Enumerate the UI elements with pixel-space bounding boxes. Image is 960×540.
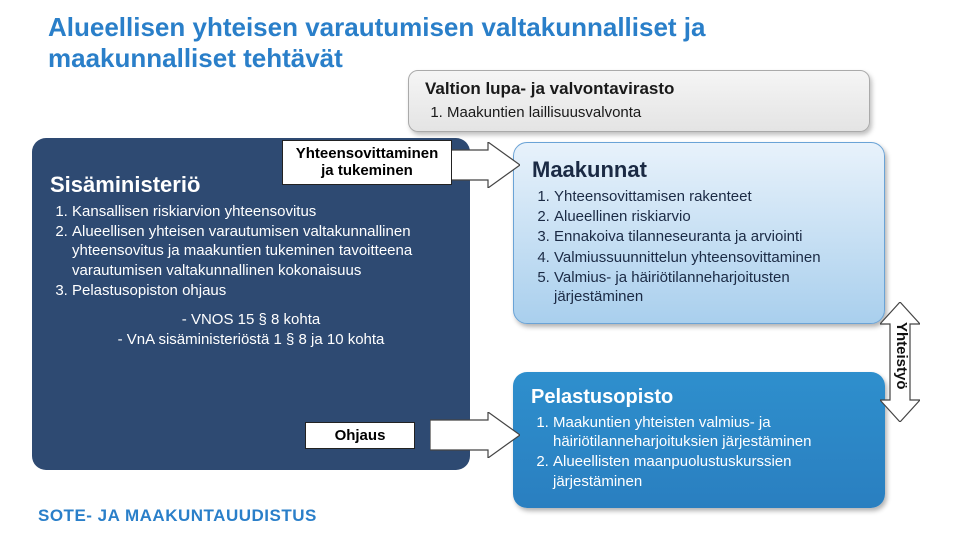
ministry-item: Alueellisen yhteisen varautumisen valtak…	[72, 222, 452, 280]
maakunnat-item: Yhteensovittamisen rakenteet	[554, 187, 866, 206]
arrow-coordination-label-text: Yhteensovittaminen ja tukeminen	[296, 145, 439, 179]
arrow-coordination-label: Yhteensovittaminen ja tukeminen	[282, 140, 452, 185]
ministry-note: - VnA sisäministeriöstä 1 § 8 ja 10 koht…	[50, 330, 452, 350]
maakunnat-box: Maakunnat Yhteensovittamisen rakenteet A…	[513, 142, 885, 324]
footer-brand: SOTE- JA MAAKUNTAUUDISTUS	[38, 506, 317, 526]
valvontavirasto-heading: Valtion lupa- ja valvontavirasto	[425, 79, 853, 99]
ministry-item: Kansallisen riskiarvion yhteensovitus	[72, 202, 452, 221]
maakunnat-item: Valmius- ja häiriötilanneharjoitusten jä…	[554, 268, 866, 306]
arrow-cooperation-label: Yhteistyö	[893, 322, 910, 390]
maakunnat-item: Ennakoiva tilanneseuranta ja arviointi	[554, 227, 866, 246]
ministry-note: - VNOS 15 § 8 kohta	[50, 310, 452, 330]
slide-title: Alueellisen yhteisen varautumisen valtak…	[48, 12, 868, 73]
arrow-guidance-label-text: Ohjaus	[335, 427, 386, 444]
pelastusopisto-item: Alueellisten maanpuolustuskurssien järje…	[553, 452, 867, 490]
arrow-guidance-icon	[430, 412, 520, 458]
ministry-item: Pelastusopiston ohjaus	[72, 281, 452, 300]
pelastusopisto-box: Pelastusopisto Maakuntien yhteisten valm…	[513, 372, 885, 508]
maakunnat-item: Valmiussuunnittelun yhteensovittaminen	[554, 248, 866, 267]
pelastusopisto-heading: Pelastusopisto	[531, 386, 867, 409]
valvontavirasto-box: Valtion lupa- ja valvontavirasto Maakunt…	[408, 70, 870, 132]
valvontavirasto-item: Maakuntien laillisuusvalvonta	[447, 103, 853, 122]
maakunnat-item: Alueellinen riskiarvio	[554, 207, 866, 226]
maakunnat-heading: Maakunnat	[532, 157, 866, 183]
arrow-guidance-label: Ohjaus	[305, 422, 415, 449]
ministry-box: Sisäministeriö Kansallisen riskiarvion y…	[32, 138, 470, 470]
pelastusopisto-item: Maakuntien yhteisten valmius- ja häiriöt…	[553, 413, 867, 451]
